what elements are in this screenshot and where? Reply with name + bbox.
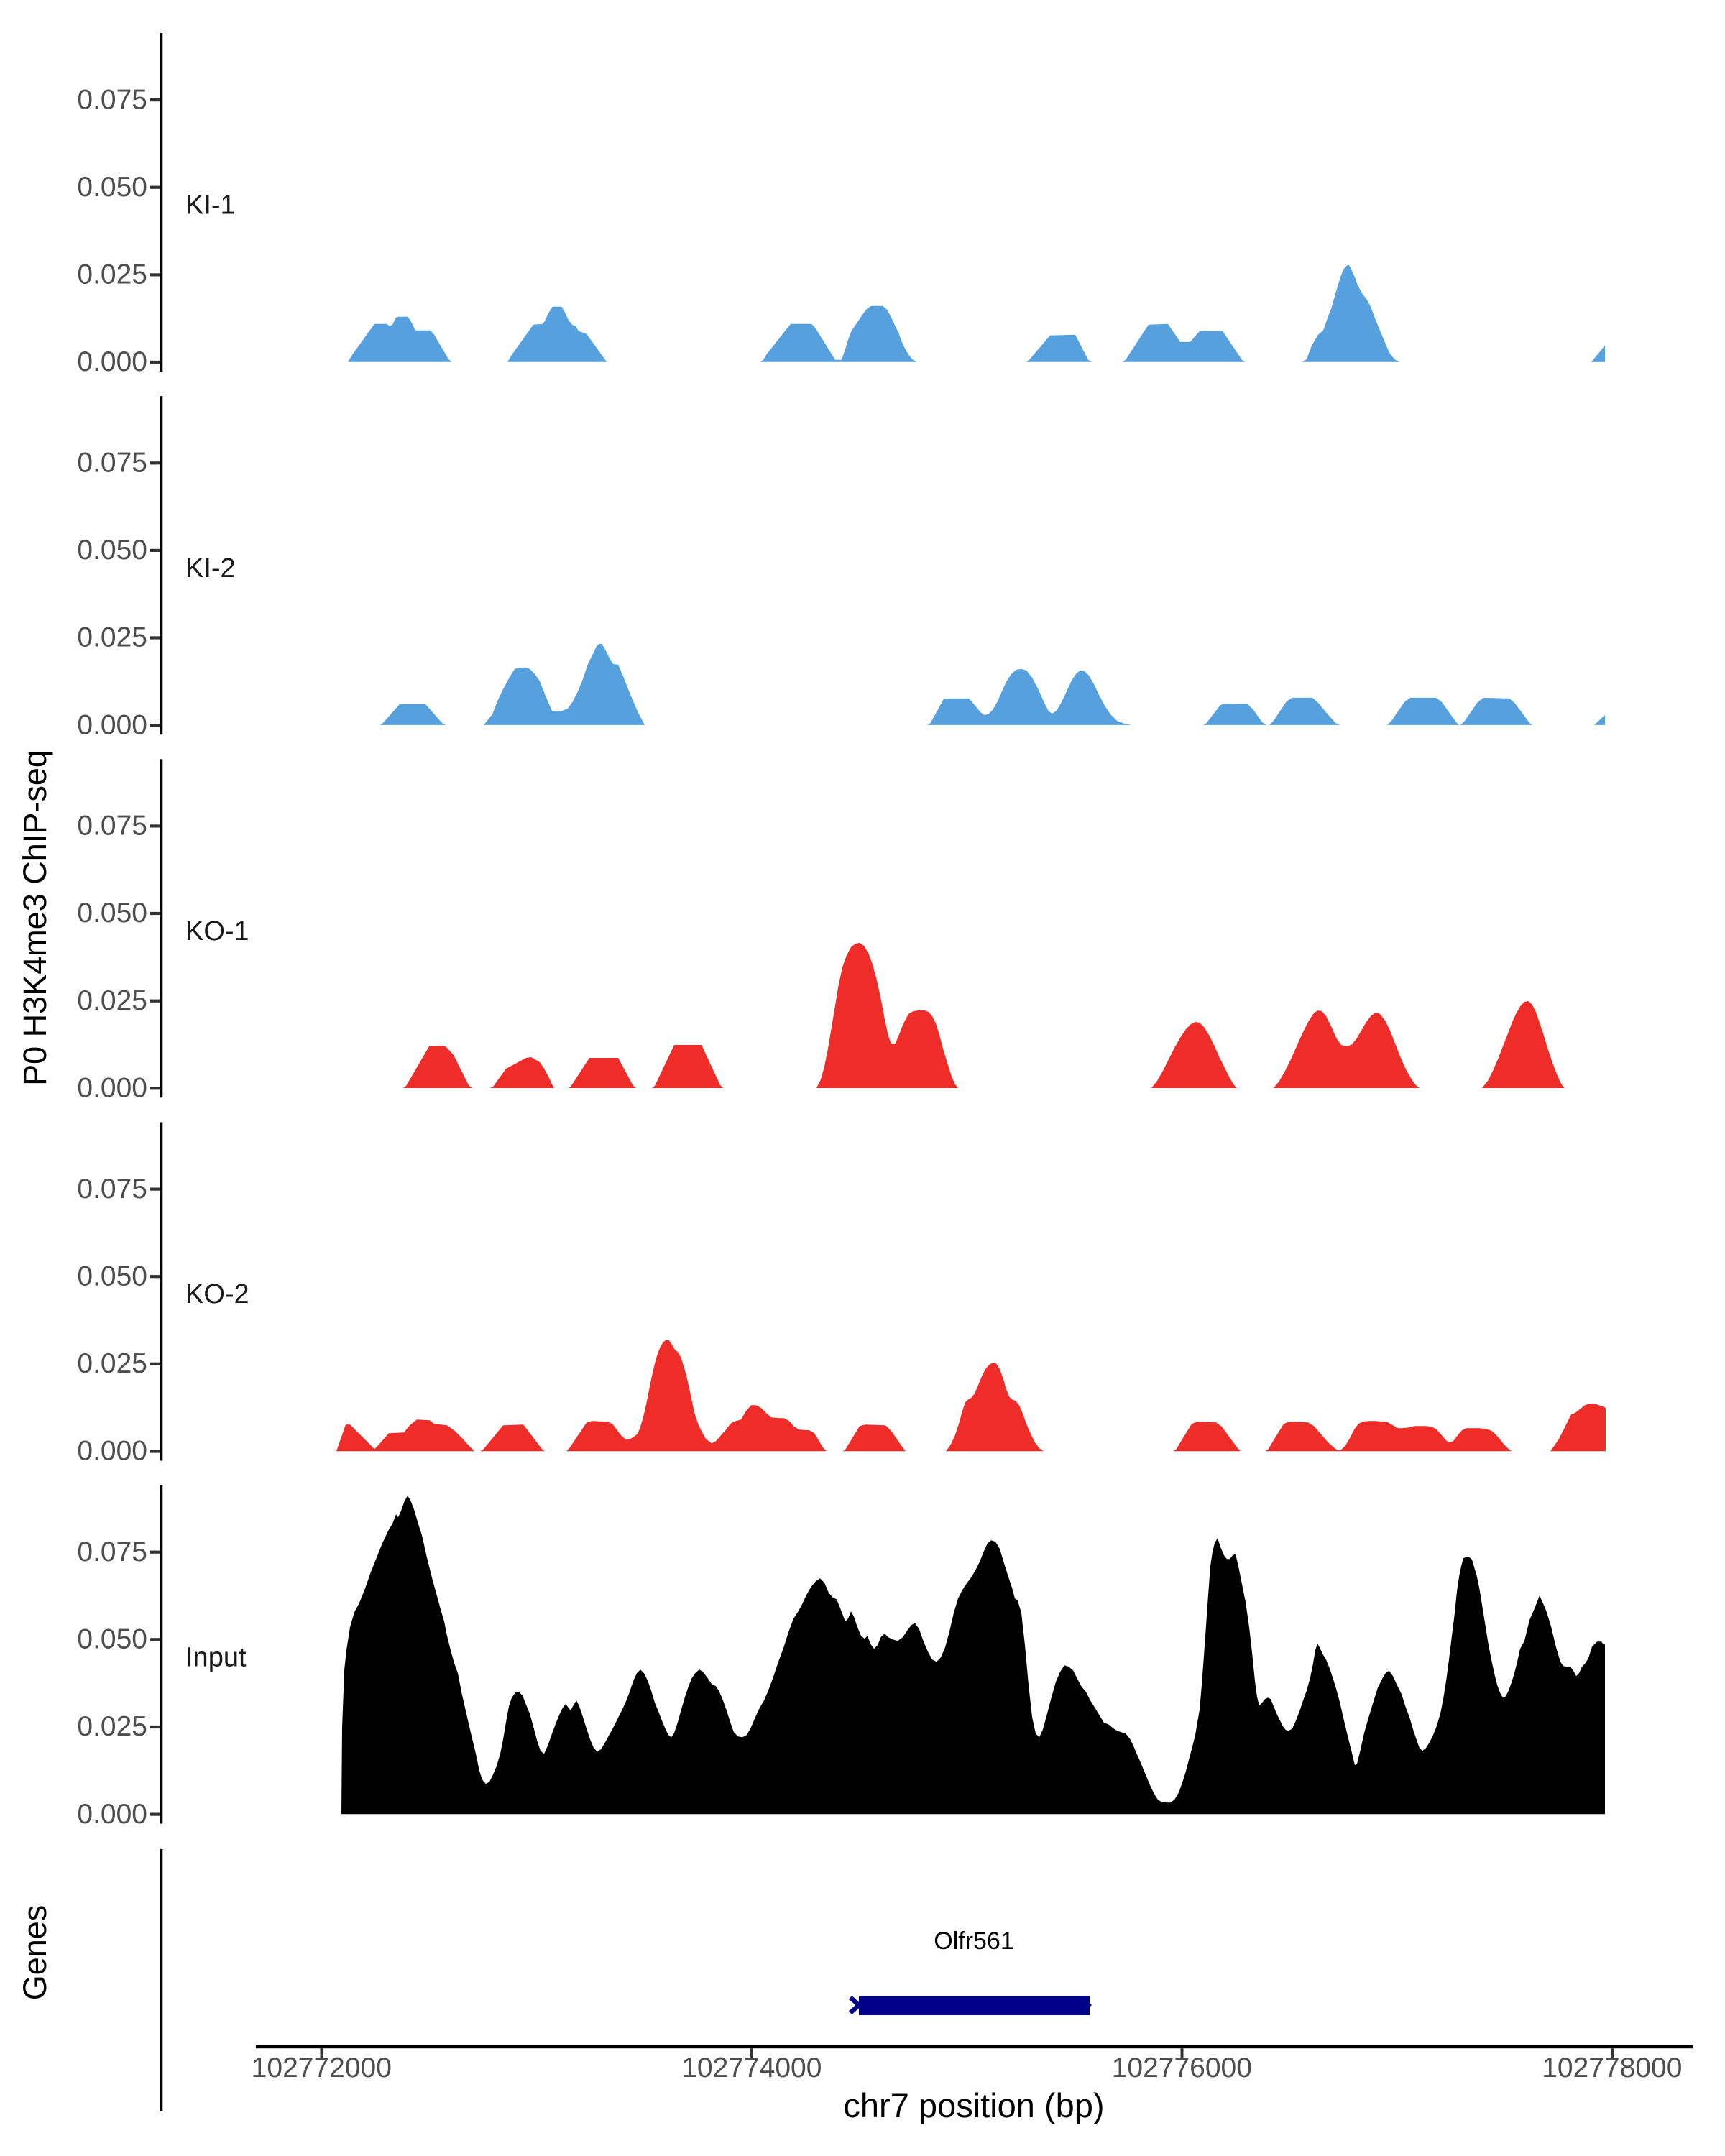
svg-text:0.025: 0.025 xyxy=(77,1348,147,1379)
svg-text:0.075: 0.075 xyxy=(77,1537,147,1567)
svg-text:0.075: 0.075 xyxy=(77,448,147,479)
svg-text:0.000: 0.000 xyxy=(77,1436,147,1467)
svg-text:0.050: 0.050 xyxy=(77,172,147,203)
svg-text:0.050: 0.050 xyxy=(77,1261,147,1291)
svg-text:0.050: 0.050 xyxy=(77,898,147,929)
svg-text:0.025: 0.025 xyxy=(77,1711,147,1742)
svg-text:0.000: 0.000 xyxy=(77,1799,147,1830)
svg-text:Genes: Genes xyxy=(17,1905,53,2001)
svg-text:0.000: 0.000 xyxy=(77,1073,147,1104)
svg-text:KI-2: KI-2 xyxy=(185,553,236,584)
svg-text:0.025: 0.025 xyxy=(77,259,147,290)
svg-text:0.075: 0.075 xyxy=(77,811,147,842)
svg-text:0.025: 0.025 xyxy=(77,985,147,1016)
svg-text:0.050: 0.050 xyxy=(77,1624,147,1655)
svg-text:102776000: 102776000 xyxy=(1112,2053,1252,2083)
svg-text:0.050: 0.050 xyxy=(77,535,147,566)
svg-text:KO-2: KO-2 xyxy=(185,1279,249,1309)
svg-text:0.025: 0.025 xyxy=(77,622,147,653)
svg-text:chr7 position (bp): chr7 position (bp) xyxy=(843,2086,1104,2124)
svg-text:0.000: 0.000 xyxy=(77,709,147,740)
svg-text:Olfr561: Olfr561 xyxy=(934,1927,1014,1955)
svg-text:0.075: 0.075 xyxy=(77,84,147,115)
svg-text:KO-1: KO-1 xyxy=(185,916,249,946)
svg-text:0.000: 0.000 xyxy=(77,346,147,377)
svg-text:102772000: 102772000 xyxy=(252,2053,392,2083)
svg-text:Input: Input xyxy=(185,1642,247,1672)
svg-text:P0 H3K4me3 ChIP-seq: P0 H3K4me3 ChIP-seq xyxy=(17,750,53,1086)
svg-text:KI-1: KI-1 xyxy=(185,190,236,221)
svg-text:0.075: 0.075 xyxy=(77,1174,147,1204)
svg-text:102778000: 102778000 xyxy=(1542,2053,1682,2083)
svg-text:102774000: 102774000 xyxy=(681,2053,822,2083)
